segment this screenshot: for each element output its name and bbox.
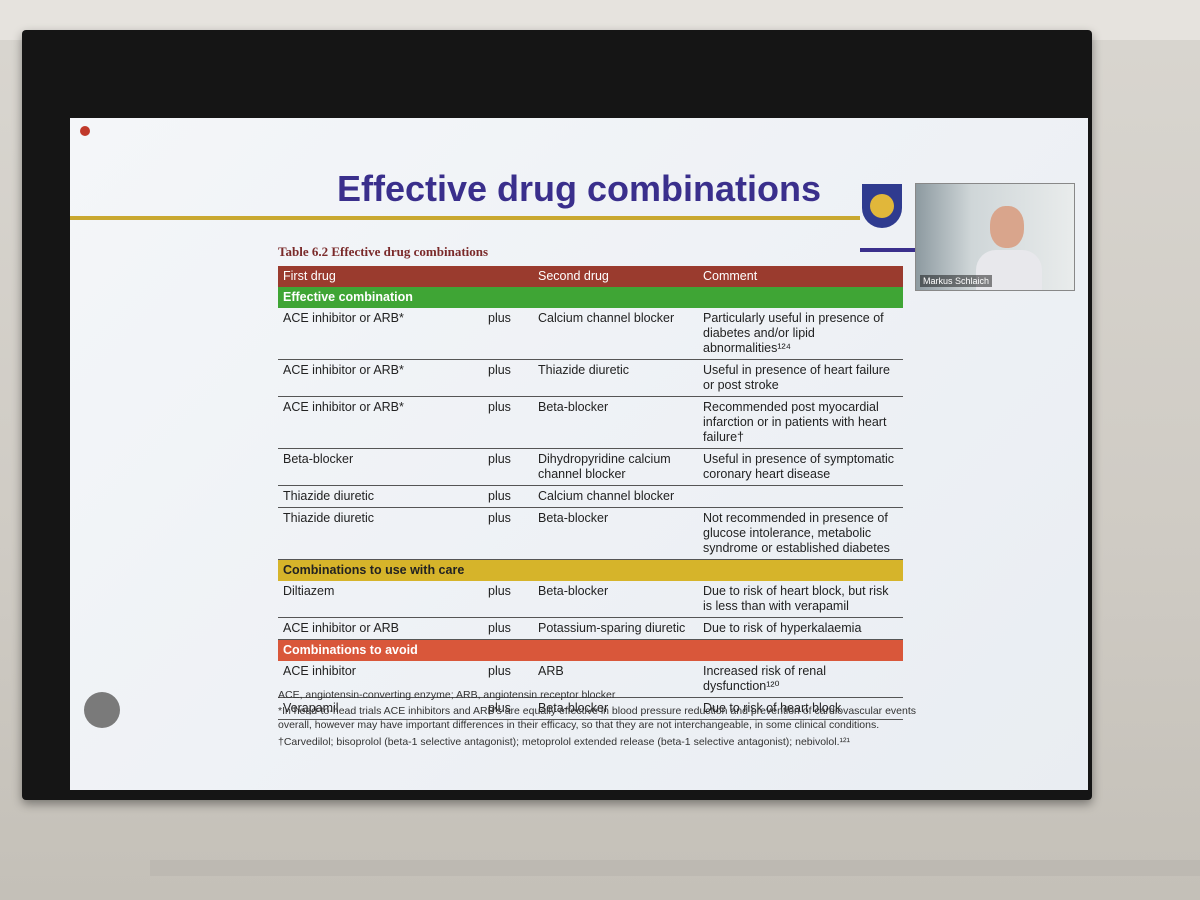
table-cell: Due to risk of heart block	[698, 697, 903, 720]
wall-ledge	[150, 860, 1200, 876]
table-cell: Beta-blocker	[533, 697, 698, 720]
table-cell: plus	[483, 308, 533, 360]
footnote: *In head-to-head trials ACE inhibitors a…	[278, 705, 917, 732]
section-row: Combinations to avoid	[278, 639, 903, 661]
table-row: Thiazide diuretic plus Beta-blocker Not rec…	[278, 507, 903, 560]
table-cell: Thiazide diuretic	[533, 359, 698, 397]
table-cell: Particularly useful in presence of diabe…	[698, 308, 903, 360]
record-dot	[80, 126, 90, 136]
presenter-name: Markus Schlaich	[920, 275, 993, 287]
table-caption: Table 6.2 Effective drug combinations	[278, 244, 489, 259]
table-cell: plus	[483, 507, 533, 560]
table-cell: ACE inhibitor or ARB*	[278, 396, 483, 449]
title-rule-accent	[860, 248, 920, 252]
table-cell: Due to risk of hyperkalaemia	[698, 617, 903, 640]
table-cell: plus	[483, 359, 533, 397]
table-cell	[698, 485, 903, 508]
table-cell: Beta-blocker	[278, 448, 483, 486]
table-cell: plus	[483, 617, 533, 640]
table-cell: Useful in presence of heart failure or p…	[698, 359, 903, 397]
table-cell: Due to risk of heart block, but risk is …	[698, 581, 903, 618]
table-row: ACE inhibitor or ARB* plus Beta-blocker Rec…	[278, 396, 903, 449]
table-cell: Diltiazem	[278, 581, 483, 618]
table-cell: plus	[483, 581, 533, 618]
slide-title: Effective drug combinations	[336, 168, 822, 209]
table-cell: Thiazide diuretic	[278, 485, 483, 508]
header-cell: Comment	[698, 266, 903, 287]
table-cell: ACE inhibitor or ARB*	[278, 359, 483, 397]
footnote: ACE, angiotensin-converting enzyme; ARB,…	[278, 689, 616, 701]
logo	[862, 184, 902, 228]
title-rule	[70, 216, 860, 220]
header-cell: First drug	[278, 266, 483, 287]
table-cell: ACE inhibitor or ARB	[278, 617, 483, 640]
table-cell: Calcium channel blocker	[533, 308, 698, 360]
table-row: Thiazide diuretic plus Calcium channel blo…	[278, 485, 903, 508]
table-cell: Thiazide diuretic	[278, 507, 483, 560]
table-cell: plus	[483, 697, 533, 720]
section-label: Combinations to avoid	[278, 639, 903, 661]
header-cell: Second drug	[533, 266, 698, 287]
section-row: Combinations to use with care	[278, 559, 903, 581]
table-row: Beta-blocker plus Dihydropyridine calcium …	[278, 448, 903, 486]
header-row: First drug Second drug Comment	[278, 266, 903, 287]
table-row: ACE inhibitor or ARB plus Potassium-sparin…	[278, 617, 903, 640]
slide: Effective drug combinations Markus Schla…	[70, 118, 1088, 790]
section-label: Effective combination	[278, 287, 903, 308]
table-cell: Potassium-sparing diuretic	[533, 617, 698, 640]
table-row: Verapamil plus Beta-blocker Due to risk of …	[278, 697, 903, 720]
header-cell	[483, 266, 533, 287]
table-row: Diltiazem plus Beta-blocker Due to risk of …	[278, 581, 903, 618]
table-cell: ACE inhibitor	[278, 661, 483, 698]
pen-tool-button[interactable]	[84, 692, 120, 728]
table-cell: Calcium channel blocker	[533, 485, 698, 508]
section-label: Combinations to use with care	[278, 559, 903, 581]
drug-table: First drug Second drug Comment Effective co…	[278, 266, 903, 720]
table-row: ACE inhibitor plus ARB Increased risk of re…	[278, 661, 903, 698]
table-cell: Useful in presence of symptomatic corona…	[698, 448, 903, 486]
table-cell: Increased risk of renal dysfunction¹²⁰	[698, 661, 903, 698]
table-cell: Verapamil	[278, 697, 483, 720]
table-row: ACE inhibitor or ARB* plus Calcium channel…	[278, 308, 903, 360]
footnotes: ACE, angiotensin-converting enzyme; ARB,…	[278, 688, 918, 751]
table-cell: plus	[483, 485, 533, 508]
webcam-view: Markus Schlaich	[915, 183, 1075, 291]
section-row: Effective combination	[278, 287, 903, 308]
table-cell: ARB	[533, 661, 698, 698]
table-cell: plus	[483, 396, 533, 449]
table-cell: ACE inhibitor or ARB*	[278, 308, 483, 360]
table-cell: Not recommended in presence of glucose i…	[698, 507, 903, 560]
projector-screen: Effective drug combinations Markus Schla…	[22, 30, 1092, 800]
table-cell: plus	[483, 448, 533, 486]
table-row: ACE inhibitor or ARB* plus Thiazide diuret…	[278, 359, 903, 397]
table-cell: Beta-blocker	[533, 396, 698, 449]
table-cell: Dihydropyridine calcium channel blocker	[533, 448, 698, 486]
table-cell: plus	[483, 661, 533, 698]
table-cell: Beta-blocker	[533, 507, 698, 560]
footnote: †Carvedilol; bisoprolol (beta-1 selectiv…	[278, 735, 850, 748]
table-cell: Recommended post myocardial infarction o…	[698, 396, 903, 449]
table-cell: Beta-blocker	[533, 581, 698, 618]
